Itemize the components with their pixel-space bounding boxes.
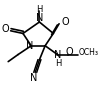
Text: N: N <box>36 13 43 23</box>
Text: OCH₃: OCH₃ <box>79 48 99 57</box>
Text: N: N <box>30 73 37 83</box>
Text: H: H <box>55 59 61 68</box>
Text: O: O <box>62 17 69 27</box>
Text: N: N <box>26 41 34 51</box>
Text: N: N <box>54 50 62 60</box>
Text: O: O <box>1 24 9 34</box>
Text: O: O <box>65 47 73 57</box>
Text: H: H <box>37 5 43 14</box>
